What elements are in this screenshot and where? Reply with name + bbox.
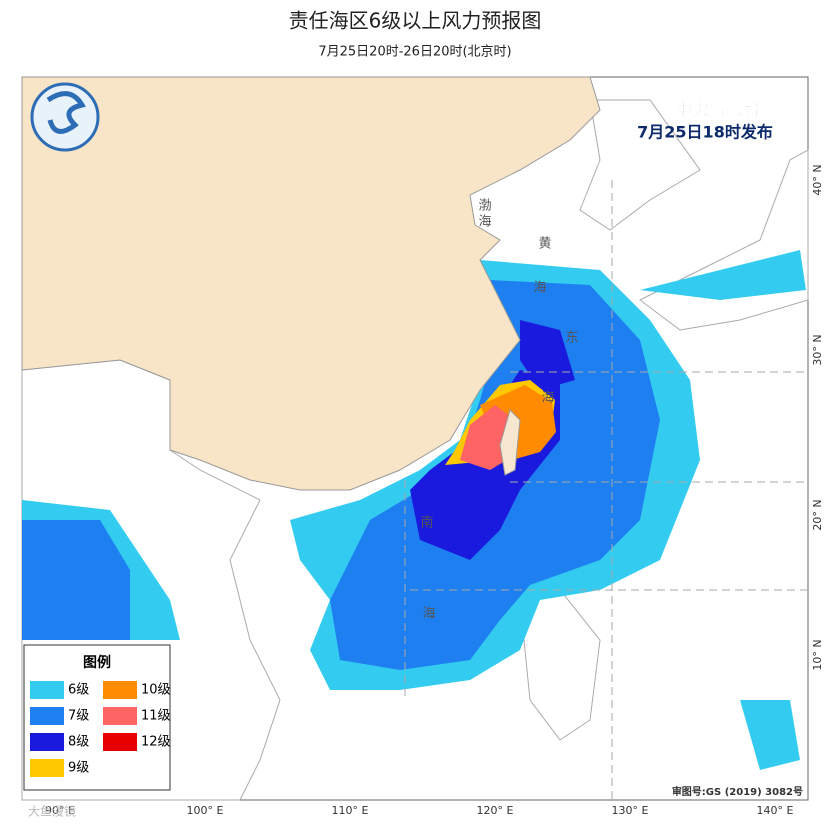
- legend-label: 12级: [141, 735, 171, 750]
- lon-label: 140° E: [757, 804, 794, 817]
- legend-label: 9级: [68, 761, 89, 776]
- legend-swatch: [30, 681, 64, 699]
- sea-label: 海: [478, 215, 491, 230]
- legend-swatch: [103, 733, 137, 751]
- legend-swatch: [30, 759, 64, 777]
- legend-swatch: [30, 733, 64, 751]
- title: 责任海区6级以上风力预报图: [289, 9, 542, 33]
- legend-label: 6级: [68, 683, 89, 698]
- legend-title: 图例: [83, 654, 111, 671]
- legend-label: 7级: [68, 709, 89, 724]
- legend-label: 8级: [68, 735, 89, 750]
- sea-label: 南: [420, 515, 433, 531]
- wind-zone: [520, 320, 575, 390]
- legend: 图例 6级 7级 8级 9级 10级 11级 12级: [23, 644, 171, 791]
- china: [21, 76, 601, 491]
- legend-swatch: [103, 707, 137, 725]
- legend-label: 11级: [141, 709, 171, 724]
- lon-label: 100° E: [187, 804, 224, 817]
- lon-label: 110° E: [332, 804, 369, 817]
- sea-label: 海: [533, 281, 546, 296]
- issue-time: 7月25日18时发布: [637, 123, 773, 142]
- legend-label: 10级: [141, 683, 171, 698]
- lon-label: 130° E: [612, 804, 649, 817]
- lat-label: 10° N: [811, 639, 824, 670]
- subtitle: 7月25日20时-26日20时(北京时): [318, 45, 511, 60]
- approval: 审图号:GS (2019) 3082号: [672, 785, 803, 798]
- sea-label: 黄: [538, 237, 551, 252]
- taiwan: [499, 409, 521, 476]
- watermark: 大鱼漫镜: [28, 804, 76, 819]
- sea-label: 海: [541, 391, 554, 406]
- lat-label: 30° N: [811, 334, 824, 365]
- lat-label: 40° N: [811, 164, 824, 195]
- wind-zone: [640, 250, 806, 300]
- legend-swatch: [30, 707, 64, 725]
- sea-label: 海: [422, 607, 435, 622]
- sea-label: 渤: [478, 198, 491, 214]
- lat-labels: 40° N 30° N 20° N 10° N: [811, 164, 824, 670]
- sea-label: 东: [565, 331, 578, 346]
- graticule: [404, 180, 808, 800]
- lon-label: 120° E: [477, 804, 514, 817]
- wind-zone: [740, 700, 800, 770]
- lon-label: 90° E: [45, 804, 75, 817]
- lon-labels: 90° E 100° E 110° E 120° E 130° E 140° E: [45, 804, 793, 817]
- issuer: 中央气象台: [676, 99, 761, 120]
- logo: [46, 91, 86, 134]
- legend-swatch: [103, 681, 137, 699]
- wind-zone: [22, 520, 130, 640]
- land: [579, 99, 701, 231]
- lat-label: 20° N: [811, 499, 824, 530]
